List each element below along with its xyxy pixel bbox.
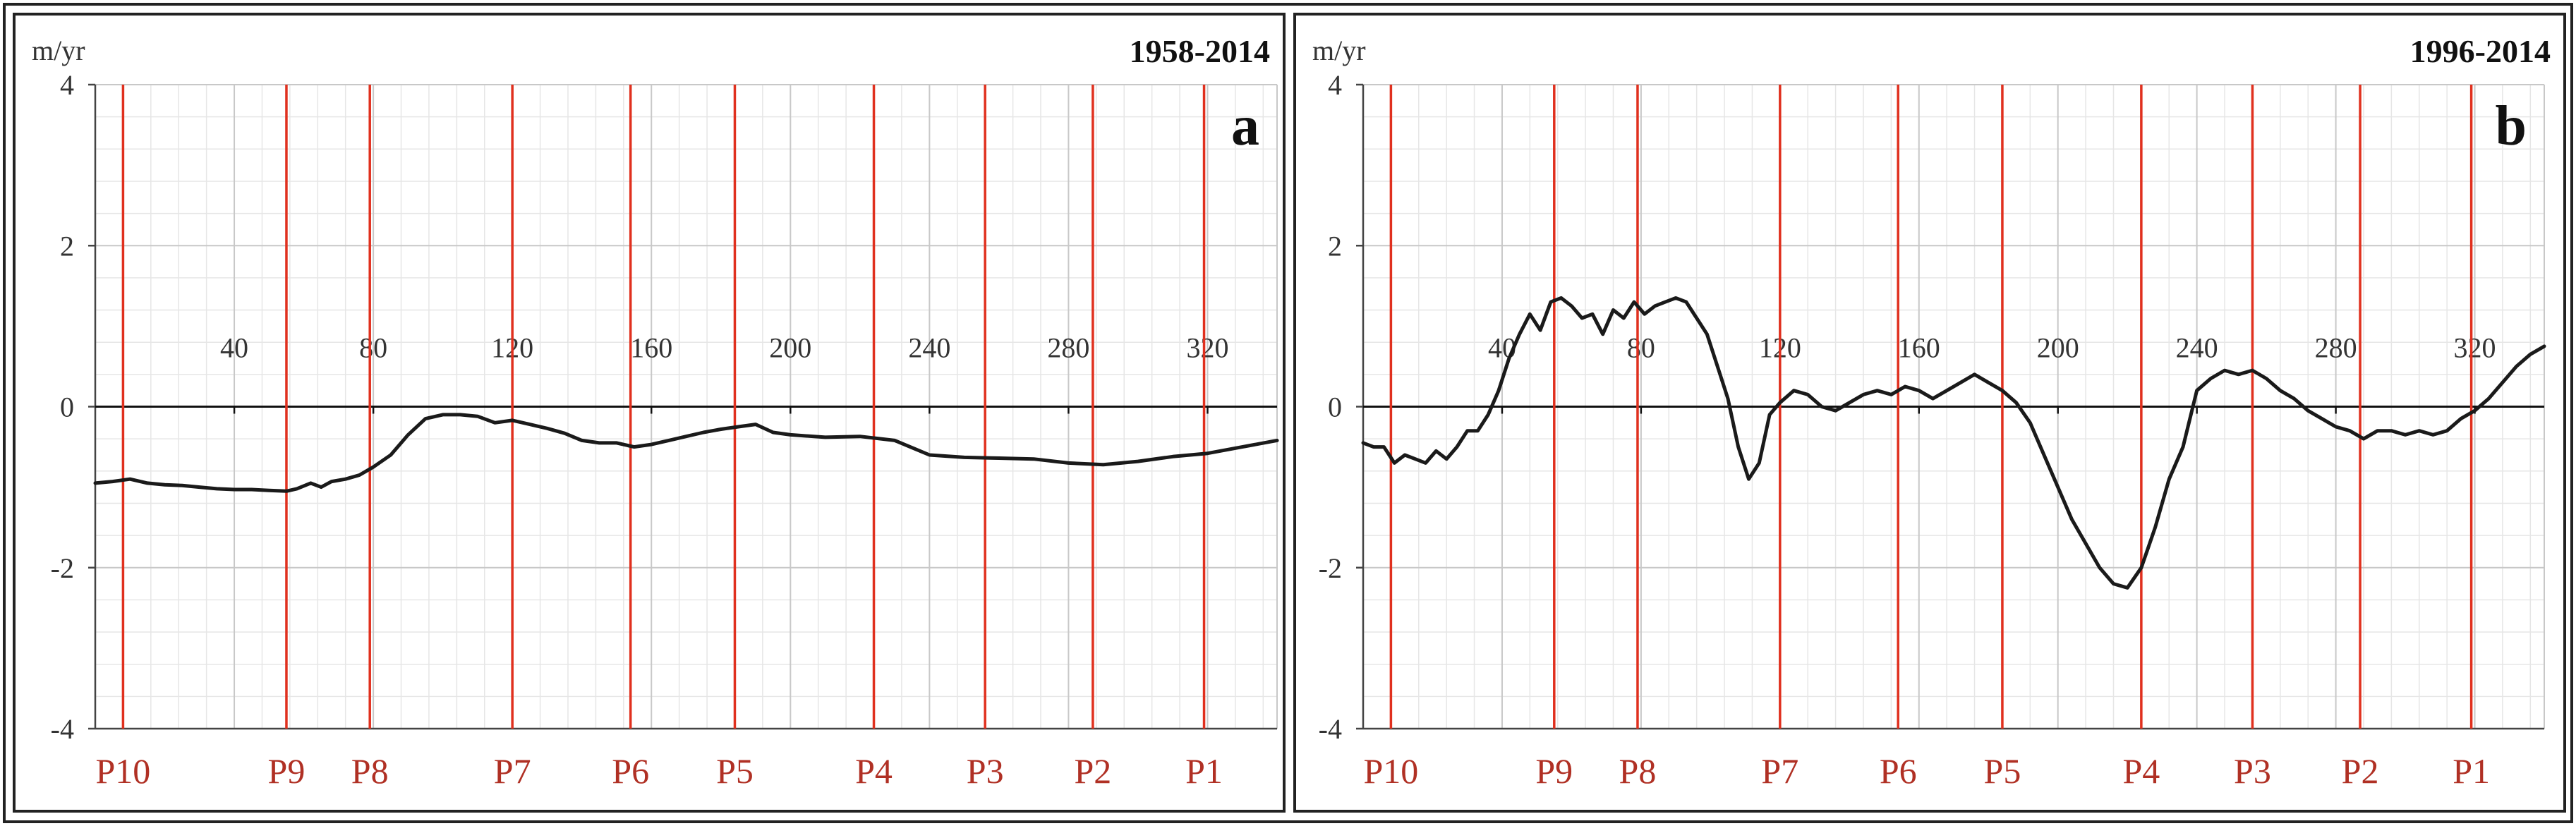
profile-label-p3: P3 xyxy=(967,751,1004,791)
x-tick-label: 80 xyxy=(1627,332,1655,364)
y-tick-label: 2 xyxy=(60,230,74,262)
series-line xyxy=(1361,296,2546,590)
y-axis-unit-label: m/yr xyxy=(1312,35,1366,66)
x-tick-label: 280 xyxy=(2315,332,2357,364)
x-tick-label: 320 xyxy=(1186,332,1228,364)
x-tick-label: 280 xyxy=(1047,332,1089,364)
panel-frame xyxy=(13,13,1286,813)
panel-frame xyxy=(1293,13,2566,813)
profile-label-p2: P2 xyxy=(1074,751,1111,791)
x-tick-label: 240 xyxy=(2176,332,2218,364)
profile-label-p2: P2 xyxy=(2342,751,2379,791)
profile-label-p5: P5 xyxy=(1984,751,2021,791)
profile-label-p10: P10 xyxy=(1363,751,1418,791)
profile-label-p6: P6 xyxy=(612,751,649,791)
x-tick-label: 160 xyxy=(1898,332,1940,364)
x-tick-label: 40 xyxy=(220,332,248,364)
y-tick-label: -2 xyxy=(1319,552,1342,584)
panel-letter: a xyxy=(1231,95,1259,157)
profile-label-p10: P10 xyxy=(96,751,151,791)
y-tick-label: -4 xyxy=(1319,713,1342,745)
panel-letter: b xyxy=(2496,95,2527,157)
profile-label-p1: P1 xyxy=(2453,751,2490,791)
profile-label-p6: P6 xyxy=(1880,751,1917,791)
y-axis-unit-label: m/yr xyxy=(32,35,85,66)
x-tick-label: 80 xyxy=(359,332,387,364)
y-tick-label: 0 xyxy=(60,391,74,423)
x-tick-label: 160 xyxy=(630,332,672,364)
chart-title: 1996-2014 xyxy=(2410,33,2551,69)
y-tick-label: 0 xyxy=(1328,391,1342,423)
profile-label-p3: P3 xyxy=(2234,751,2271,791)
x-tick-label: 320 xyxy=(2454,332,2496,364)
figure-outer-frame xyxy=(3,3,2573,823)
profile-label-p1: P1 xyxy=(1185,751,1223,791)
x-tick-label: 40 xyxy=(1488,332,1516,364)
y-tick-label: -4 xyxy=(51,713,74,745)
x-tick-label: 200 xyxy=(769,332,811,364)
chart-title: 1958-2014 xyxy=(1130,33,1270,69)
y-tick-label: 4 xyxy=(1328,69,1342,101)
y-tick-label: 2 xyxy=(1328,230,1342,262)
series-line xyxy=(93,413,1279,493)
x-tick-label: 240 xyxy=(908,332,950,364)
profile-label-p5: P5 xyxy=(716,751,754,791)
profile-label-p9: P9 xyxy=(1535,751,1573,791)
profile-label-p8: P8 xyxy=(1619,751,1657,791)
y-tick-label: -2 xyxy=(51,552,74,584)
profile-label-p7: P7 xyxy=(1761,751,1798,791)
profile-label-p4: P4 xyxy=(2122,751,2160,791)
profile-label-p8: P8 xyxy=(351,751,389,791)
y-tick-label: 4 xyxy=(60,69,74,101)
x-tick-label: 200 xyxy=(2037,332,2079,364)
profile-label-p9: P9 xyxy=(268,751,306,791)
profile-label-p7: P7 xyxy=(494,751,531,791)
profile-label-p4: P4 xyxy=(855,751,893,791)
